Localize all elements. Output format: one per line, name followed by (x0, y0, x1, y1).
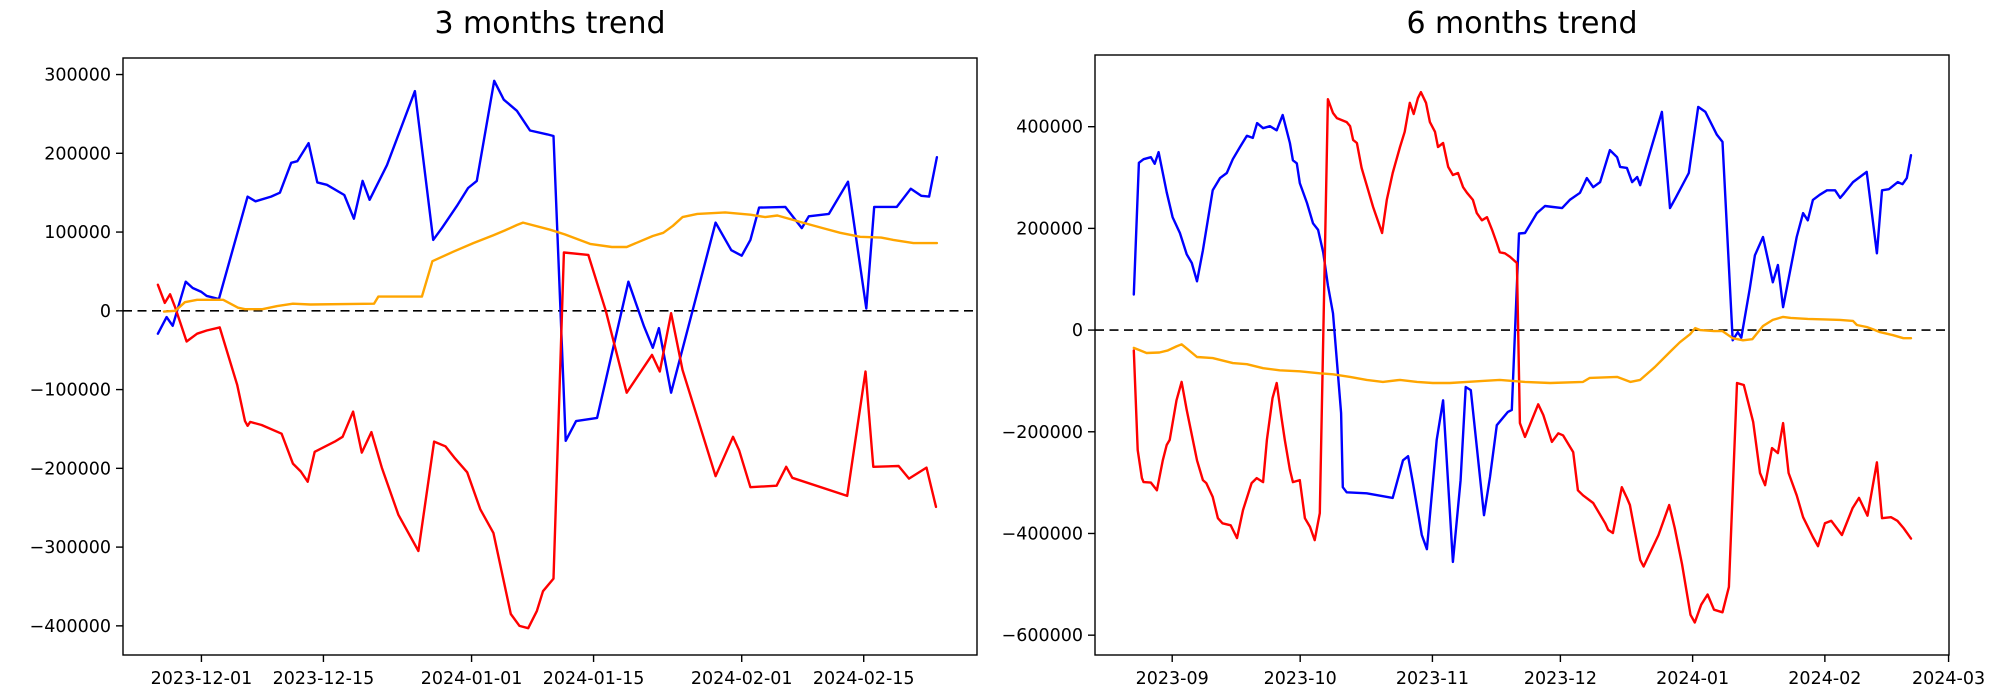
left-x-tick-label: 2023-12-01 (151, 669, 253, 689)
right-red-line (1132, 90, 1913, 624)
right-y-tick-label: −400000 (1002, 524, 1083, 544)
left-x-tick-label: 2024-01-01 (421, 669, 523, 689)
right-x-tick-label: 2024-03 (1912, 669, 1985, 689)
right-x-tick-label: 2024-02 (1788, 669, 1861, 689)
left-y-tick-label: −100000 (30, 381, 111, 401)
right-y-tick-label: −600000 (1002, 626, 1083, 646)
left-x-tick-label: 2024-01-15 (543, 669, 645, 689)
right-x-tick-label: 2023-12 (1524, 669, 1597, 689)
right-y-tick-label: 400000 (1016, 118, 1083, 138)
left-y-tick-label: −400000 (30, 617, 111, 637)
right-y-tick-label: 0 (1072, 321, 1083, 341)
left-axes-frame (122, 57, 978, 656)
left-chart-title: 3 months trend (434, 6, 666, 41)
right-x-tick-label: 2024-01 (1656, 669, 1729, 689)
right-x-tick-label: 2023-11 (1396, 669, 1469, 689)
left-x-tick-label: 2024-02-01 (691, 669, 793, 689)
left-red-line (156, 251, 938, 630)
left-y-tick-label: 100000 (44, 223, 111, 243)
right-axes-frame (1094, 54, 1950, 656)
left-orange-line (162, 211, 939, 313)
left-y-tick-label: 300000 (44, 66, 111, 86)
left-blue-line (156, 79, 939, 442)
right-x-tick-label: 2023-10 (1264, 669, 1337, 689)
right-y-tick-label: −200000 (1002, 423, 1083, 443)
left-y-tick-label: 0 (100, 302, 111, 322)
left-y-tick-label: −200000 (30, 459, 111, 479)
right-orange-line (1132, 315, 1913, 385)
right-y-tick-label: 200000 (1016, 219, 1083, 239)
left-y-tick-label: 200000 (44, 144, 111, 164)
right-x-tick-label: 2023-09 (1136, 669, 1209, 689)
left-y-tick-label: −300000 (30, 538, 111, 558)
left-x-tick-label: 2023-12-15 (273, 669, 375, 689)
left-x-tick-label: 2024-02-15 (813, 669, 915, 689)
right-chart-title: 6 months trend (1406, 6, 1638, 41)
right-blue-line (1132, 105, 1913, 564)
